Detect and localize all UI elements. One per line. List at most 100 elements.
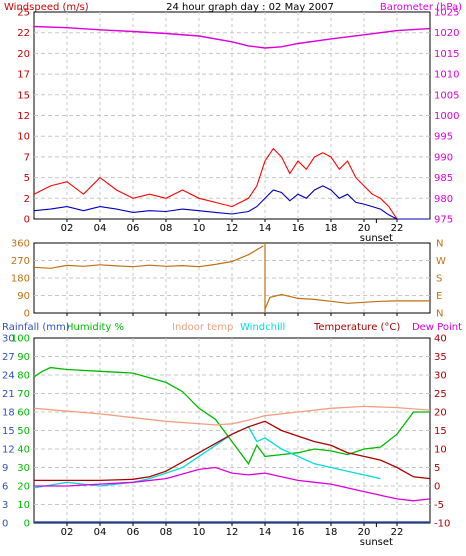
temperature-tick-label: 30 (434, 371, 447, 382)
gust-line (33, 147, 430, 220)
direction-tick-label: 360 (11, 239, 30, 250)
direction-line (33, 245, 264, 269)
rainfall-tick-label: 6 (2, 482, 8, 493)
x-tick-label: 10 (193, 223, 206, 234)
x-tick-label: 10 (193, 527, 206, 538)
temperature-tick-label: 10 (434, 445, 447, 456)
temperature-tick-label: 20 (434, 408, 447, 419)
windspeed-tick-label: 25 (17, 8, 30, 19)
x-tick-label: 22 (391, 527, 404, 538)
humidity-tick-label: 100 (11, 334, 30, 345)
windspeed-tick-label: 0 (24, 215, 30, 226)
rainfall-tick-label: 15 (2, 426, 15, 437)
windspeed-tick-label: 20 (17, 49, 30, 60)
compass-tick-label: S (436, 274, 442, 285)
chart-title: 24 hour graph day : 02 May 2007 (166, 2, 334, 13)
sunset-label: sunset (360, 233, 393, 244)
barometer-tick-label: 1000 (434, 111, 459, 122)
x-tick-label: 18 (325, 527, 338, 538)
barometer-tick-label: 975 (434, 215, 453, 226)
wind-barometer-panel: 02 04 06 08 10 12 14 16 18 20 22025710121517202225… (17, 8, 459, 245)
rainfall-tick-label: 21 (2, 389, 15, 400)
humidity-tick-label: 70 (17, 389, 30, 400)
x-tick-label: 18 (325, 223, 338, 234)
windspeed-tick-label: 15 (17, 90, 30, 101)
temperature-tick-label: 0 (434, 482, 440, 493)
x-tick-label: 02 (61, 527, 74, 538)
x-tick-label: 02 (61, 223, 74, 234)
direction-tick-label: 270 (11, 256, 30, 267)
compass-tick-label: W (436, 256, 446, 267)
barometer-tick-label: 1015 (434, 49, 459, 60)
temperature-tick-label: 5 (434, 463, 440, 474)
barometer-tick-label: 1010 (434, 70, 459, 81)
x-tick-label: 08 (160, 223, 173, 234)
direction-line (264, 293, 430, 310)
temperature-tick-label: -10 (434, 519, 450, 530)
windspeed-tick-label: 17 (17, 70, 30, 81)
windspeed-axis-label: Windspeed (m/s) (4, 2, 89, 13)
barometer-tick-label: 1025 (434, 8, 459, 19)
indoor_temp-line (33, 405, 431, 426)
x-tick-label: 20 (358, 223, 371, 234)
windspeed-tick-label: 7 (24, 152, 30, 163)
direction-tick-label: 0 (24, 309, 30, 320)
temperature-humidity-panel: 02 04 06 08 10 12 14 16 18 20 22 0 3 6 9 12 15 18 21 24 27 30… (2, 334, 450, 549)
compass-tick-label: N (436, 309, 443, 320)
direction-tick-label: 90 (17, 291, 30, 302)
x-tick-label: 04 (94, 223, 107, 234)
barometer-tick-label: 985 (434, 173, 453, 184)
windspeed-tick-label: 22 (17, 28, 30, 39)
x-tick-label: 12 (226, 527, 239, 538)
dewpoint-line (34, 466, 431, 502)
rainfall-tick-label: 3 (2, 500, 8, 511)
windspeed-tick-label: 2 (24, 194, 30, 205)
direction-tick-label: 180 (11, 274, 30, 285)
x-tick-label: 12 (226, 223, 239, 234)
dewpoint-axis-label: Dew Point (412, 322, 462, 333)
barometer-tick-label: 1005 (434, 90, 459, 101)
compass-tick-label: N (436, 239, 443, 250)
windspeed-tick-label: 5 (24, 173, 30, 184)
rainfall-tick-label: 9 (2, 463, 8, 474)
barometer-axis-label: Barometer (hPa) (380, 2, 462, 13)
temperature-tick-label: 15 (434, 426, 447, 437)
sunset-label: sunset (360, 537, 393, 548)
compass-tick-label: E (436, 291, 442, 302)
humidity-tick-label: 10 (17, 500, 30, 511)
barometer-tick-label: 990 (434, 152, 453, 163)
windchill-line (33, 425, 381, 489)
humidity-tick-label: 60 (17, 408, 30, 419)
rainfall-tick-label: 30 (2, 334, 15, 345)
temperature-tick-label: 25 (434, 389, 447, 400)
rainfall-tick-label: 18 (2, 408, 15, 419)
rainfall-axis-label: Rainfall (mm) (2, 322, 70, 333)
x-tick-label: 16 (292, 527, 305, 538)
windspeed-tick-label: 10 (17, 132, 30, 143)
windspeed-tick-label: 12 (17, 111, 30, 122)
wind_avg-line (33, 185, 430, 220)
humidity-tick-label: 30 (17, 463, 30, 474)
temperature-axis-label: Temperature (°C) (313, 322, 400, 333)
x-tick-label: 14 (259, 223, 272, 234)
x-tick-label: 20 (358, 527, 371, 538)
x-tick-label: 14 (259, 527, 272, 538)
humidity-tick-label: 80 (17, 371, 30, 382)
humidity-tick-label: 50 (17, 426, 30, 437)
x-tick-label: 06 (127, 527, 140, 538)
barometer-tick-label: 980 (434, 194, 453, 205)
barometer-line (33, 25, 431, 49)
x-tick-label: 08 (160, 527, 173, 538)
x-tick-label: 04 (94, 527, 107, 538)
rainfall-tick-label: 12 (2, 445, 15, 456)
barometer-tick-label: 1020 (434, 28, 459, 39)
x-tick-label: 16 (292, 223, 305, 234)
x-tick-label: 22 (391, 223, 404, 234)
indoor-temp-label: Indoor temp (172, 322, 233, 333)
humidity-axis-label: Humidity % (66, 322, 124, 333)
humidity-tick-label: 0 (24, 519, 30, 530)
rainfall-tick-label: 0 (2, 519, 8, 530)
humidity-tick-label: 90 (17, 352, 30, 363)
